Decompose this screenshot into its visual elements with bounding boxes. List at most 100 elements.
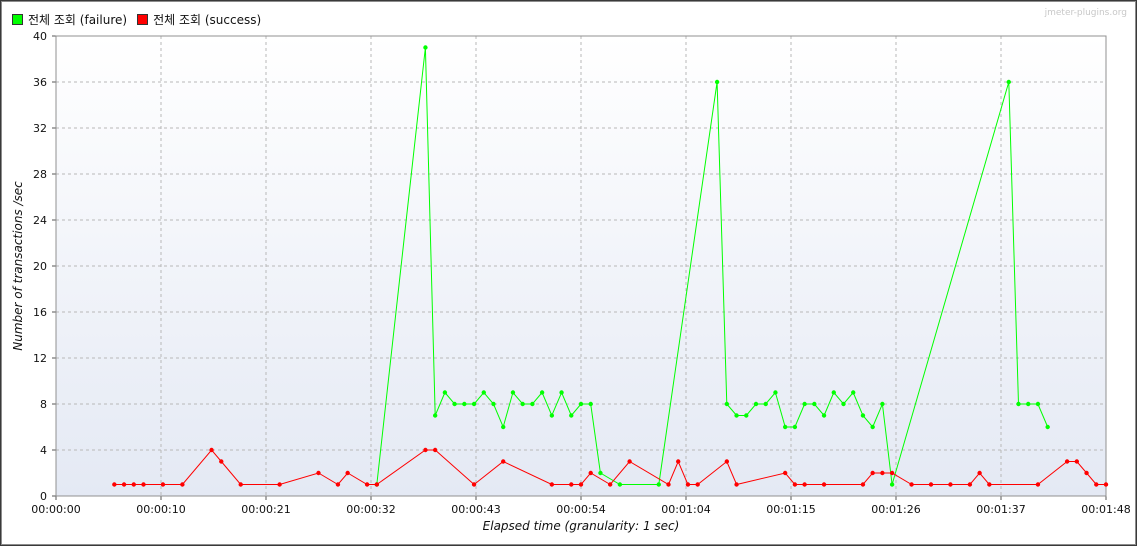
data-point-success (219, 459, 224, 464)
data-point-success (889, 470, 895, 476)
data-point-success (928, 482, 934, 487)
data-point-failure (1016, 401, 1021, 407)
data-point-success (734, 482, 739, 487)
data-point-success (374, 482, 380, 487)
axes: 0 4 8 12 16 20 24 28 32 36 40 00:00:00 00:00:10 00:00… (31, 30, 1130, 516)
data-point-success (802, 482, 807, 487)
data-point-failure (471, 401, 477, 407)
data-point-success (316, 470, 321, 476)
data-point-failure (1026, 401, 1031, 407)
data-point-success (1064, 459, 1070, 464)
data-point-success (180, 482, 185, 487)
y-tick-label: 8 (40, 398, 47, 411)
data-point-success (569, 482, 574, 487)
y-tick-label: 0 (40, 490, 47, 503)
y-tick-label: 12 (33, 352, 47, 365)
data-point-success (335, 482, 341, 487)
data-point-success (676, 459, 681, 464)
data-point-success (821, 482, 827, 487)
data-point-failure (724, 401, 730, 407)
data-point-failure (782, 424, 788, 430)
data-point-success (607, 482, 613, 487)
x-tick-label: 00:01:48 (1081, 503, 1130, 516)
watermark: jmeter-plugins.org (1044, 8, 1127, 18)
data-point-success (1084, 470, 1089, 476)
x-tick-label: 00:00:21 (241, 503, 290, 516)
data-point-failure (530, 401, 535, 407)
y-tick-label: 40 (33, 30, 47, 43)
data-point-success (121, 482, 127, 487)
data-point-success (870, 470, 875, 476)
data-point-success (792, 482, 798, 487)
x-tick-label: 00:01:04 (661, 503, 710, 516)
data-point-success (977, 470, 982, 476)
data-point-success (432, 447, 438, 453)
data-point-success (277, 482, 282, 487)
data-point-success (471, 482, 477, 487)
data-point-failure (423, 45, 428, 50)
data-point-success (909, 482, 914, 487)
data-point-failure (501, 424, 506, 430)
data-point-failure (617, 482, 623, 487)
plot-border (55, 35, 1107, 497)
data-point-failure (841, 401, 846, 407)
x-tick-label: 00:01:15 (766, 503, 815, 516)
data-point-success (1035, 482, 1041, 487)
data-point-success (141, 482, 146, 487)
data-point-success (588, 470, 593, 476)
data-point-success (782, 470, 788, 476)
data-point-success (860, 482, 866, 487)
data-point-failure (792, 424, 798, 430)
data-point-failure (753, 401, 759, 407)
data-point-failure (773, 390, 778, 395)
data-point-success (685, 482, 691, 487)
series-layer (112, 45, 1109, 487)
legend: 전체 조회 (failure) 전체 조회 (success) (12, 10, 271, 28)
data-point-failure (1006, 79, 1011, 85)
data-point-failure (870, 424, 875, 430)
x-tick-label: 00:00:54 (556, 503, 605, 516)
y-tick-label: 16 (33, 306, 47, 319)
x-tick-label: 00:00:00 (31, 503, 80, 516)
y-axis-title: Number of transactions /sec (11, 181, 25, 351)
x-axis-title: Elapsed time (granularity: 1 sec) (483, 519, 680, 533)
legend-entry-success: 전체 조회 (success) (137, 11, 261, 28)
data-point-success (695, 482, 700, 487)
data-point-failure (462, 401, 467, 407)
y-tick-label: 20 (33, 260, 47, 273)
legend-entry-failure: 전체 조회 (failure) (12, 11, 127, 28)
data-point-failure (1035, 401, 1041, 407)
data-point-success (112, 482, 117, 487)
data-point-failure (432, 413, 438, 418)
data-point-failure (1045, 424, 1050, 430)
data-point-failure (763, 401, 768, 407)
y-tick-label: 28 (33, 168, 47, 181)
x-tick-label: 00:01:26 (871, 503, 920, 516)
data-point-success (724, 459, 730, 464)
data-point-failure (880, 401, 885, 407)
data-point-failure (539, 390, 545, 395)
y-tick-label: 24 (33, 214, 47, 227)
data-point-success (666, 482, 671, 487)
data-point-failure (831, 390, 836, 395)
data-point-failure (549, 413, 555, 418)
series-line-failure (376, 47, 1049, 485)
data-point-success (131, 482, 136, 487)
data-point-success (238, 482, 243, 487)
data-point-failure (578, 401, 584, 407)
legend-label-success: 전체 조회 (success) (153, 12, 262, 27)
legend-swatch-failure (12, 13, 23, 25)
data-point-failure (812, 401, 817, 407)
data-point-failure (744, 413, 749, 418)
data-point-failure (860, 413, 866, 418)
y-tick-label: 4 (40, 444, 47, 457)
data-point-success (627, 459, 632, 464)
data-point-failure (889, 482, 895, 487)
data-point-failure (821, 413, 827, 418)
data-point-failure (510, 390, 516, 395)
y-tick-label: 36 (33, 76, 47, 89)
data-point-failure (598, 470, 603, 476)
data-point-failure (851, 390, 856, 395)
data-point-success (209, 447, 214, 453)
